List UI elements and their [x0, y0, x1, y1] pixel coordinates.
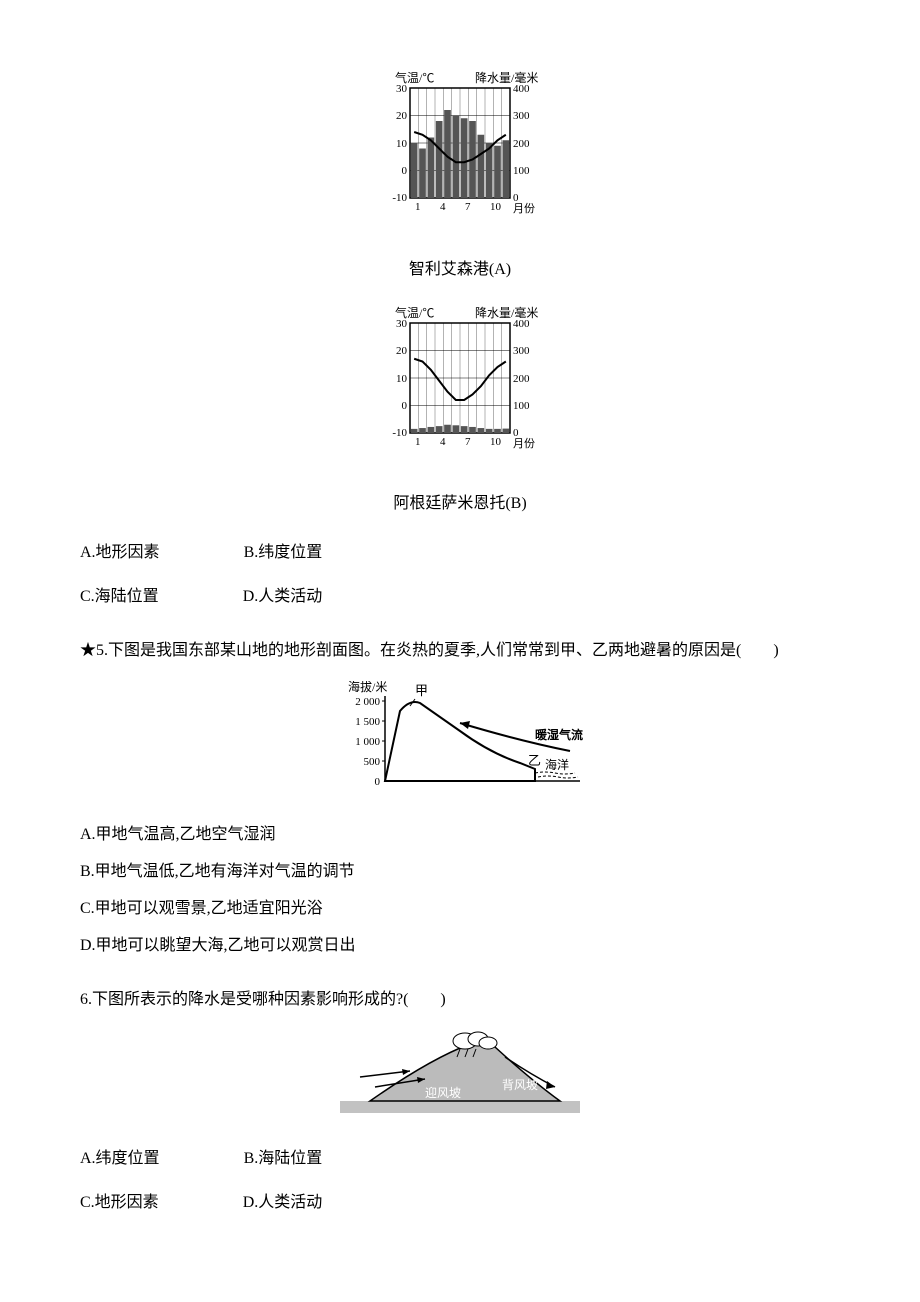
q5-diagram: 海拔/米 2 000 1 500 1 000 500 0 甲 乙 海洋 暖湿气流: [80, 681, 840, 812]
svg-text:400: 400: [513, 318, 530, 330]
svg-text:10: 10: [490, 436, 502, 448]
svg-text:1 000: 1 000: [355, 736, 380, 748]
svg-text:100: 100: [513, 165, 530, 177]
q6-option-b: B.海陆位置: [244, 1145, 323, 1174]
svg-text:7: 7: [465, 436, 471, 448]
svg-text:0: 0: [375, 776, 381, 788]
svg-text:月份: 月份: [513, 202, 535, 215]
svg-text:月份: 月份: [513, 437, 535, 450]
svg-text:1 500: 1 500: [355, 716, 380, 728]
q6-option-d: D.人类活动: [243, 1189, 323, 1218]
svg-text:-10: -10: [392, 192, 407, 204]
svg-text:20: 20: [396, 110, 408, 122]
svg-text:甲: 甲: [415, 683, 428, 698]
q5-option-b: B.甲地气温低,乙地有海洋对气温的调节: [80, 858, 840, 887]
q4-option-a: A.地形因素: [80, 539, 160, 568]
svg-text:0: 0: [402, 400, 408, 412]
svg-text:1: 1: [415, 201, 421, 213]
svg-text:4: 4: [440, 436, 446, 448]
svg-text:-10: -10: [392, 427, 407, 439]
q6-options-row1: A.纬度位置 B.海陆位置: [80, 1145, 840, 1174]
q4-option-b: B.纬度位置: [244, 539, 323, 568]
q4-option-d: D.人类活动: [243, 583, 323, 612]
chart-a: 气温/℃ 降水量/毫米 30 20 10 0 -10 400 300 200 1…: [80, 70, 840, 241]
svg-text:10: 10: [396, 373, 408, 385]
chart-b-caption: 阿根廷萨米恩托(B): [80, 490, 840, 519]
q4-options-row2: C.海陆位置 D.人类活动: [80, 583, 840, 612]
q6-stem: 6.下图所表示的降水是受哪种因素影响形成的?( ): [80, 986, 840, 1015]
svg-text:10: 10: [396, 138, 408, 150]
svg-text:海拔/米: 海拔/米: [348, 681, 387, 694]
svg-text:300: 300: [513, 110, 530, 122]
svg-text:10: 10: [490, 201, 502, 213]
svg-text:4: 4: [440, 201, 446, 213]
svg-text:1: 1: [415, 436, 421, 448]
svg-text:400: 400: [513, 83, 530, 95]
q4-options-row1: A.地形因素 B.纬度位置: [80, 539, 840, 568]
svg-text:海洋: 海洋: [545, 757, 569, 772]
svg-text:100: 100: [513, 400, 530, 412]
q4-option-c: C.海陆位置: [80, 583, 159, 612]
svg-text:迎风坡: 迎风坡: [425, 1086, 461, 1100]
q6-option-a: A.纬度位置: [80, 1145, 160, 1174]
svg-text:0: 0: [402, 165, 408, 177]
svg-text:7: 7: [465, 201, 471, 213]
svg-text:30: 30: [396, 318, 408, 330]
q6-diagram: 迎风坡 背风坡: [80, 1029, 840, 1130]
svg-text:30: 30: [396, 83, 408, 95]
svg-text:200: 200: [513, 373, 530, 385]
chart-a-caption: 智利艾森港(A): [80, 256, 840, 285]
svg-text:2 000: 2 000: [355, 696, 380, 708]
q6-option-c: C.地形因素: [80, 1189, 159, 1218]
svg-text:300: 300: [513, 345, 530, 357]
q5-option-c: C.甲地可以观雪景,乙地适宜阳光浴: [80, 895, 840, 924]
q5-option-d: D.甲地可以眺望大海,乙地可以观赏日出: [80, 932, 840, 961]
svg-text:20: 20: [396, 345, 408, 357]
svg-text:500: 500: [364, 756, 381, 768]
chart-b: 气温/℃ 降水量/毫米 30 20 10 0 -10 400 300 200 1…: [80, 305, 840, 476]
q6-options-row2: C.地形因素 D.人类活动: [80, 1189, 840, 1218]
svg-text:乙: 乙: [528, 753, 541, 768]
svg-text:200: 200: [513, 138, 530, 150]
svg-text:背风坡: 背风坡: [502, 1078, 538, 1092]
svg-text:暖湿气流: 暖湿气流: [535, 727, 583, 742]
q5-option-a: A.甲地气温高,乙地空气湿润: [80, 821, 840, 850]
q5-stem: ★5.下图是我国东部某山地的地形剖面图。在炎热的夏季,人们常常到甲、乙两地避暑的…: [80, 637, 840, 666]
